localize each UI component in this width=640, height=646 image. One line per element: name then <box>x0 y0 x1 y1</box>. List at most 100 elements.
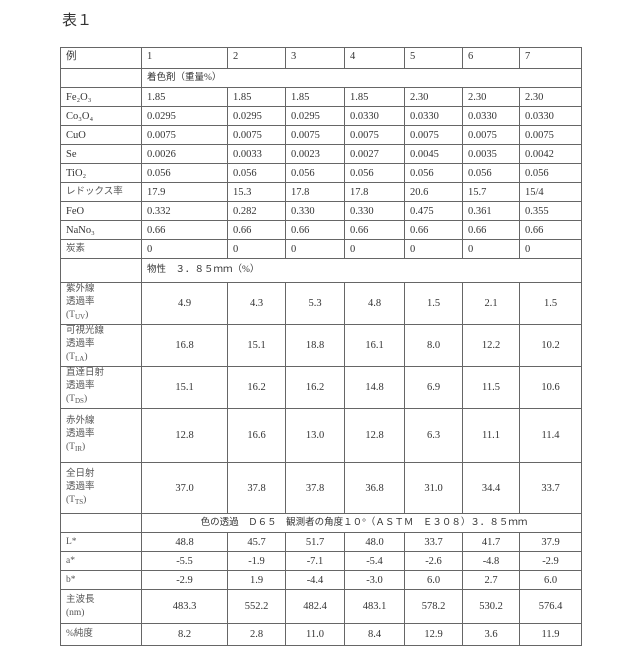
row-label: b* <box>61 571 142 590</box>
cell-value: 0.0042 <box>520 145 582 164</box>
cell-value: 0.0075 <box>286 126 345 145</box>
cell-value: 16.8 <box>142 325 228 367</box>
symbol-subscript: LA <box>75 355 84 363</box>
cell-value: 15.1 <box>228 325 286 367</box>
cell-value: 10.2 <box>520 325 582 367</box>
cell-value: 0.66 <box>286 221 345 240</box>
row-label: FeO <box>61 202 142 221</box>
cell-value: 1.85 <box>286 88 345 107</box>
colorant-row: Co₃O₄0.02950.02950.02950.03300.03300.033… <box>61 107 582 126</box>
cell-value: 33.7 <box>520 463 582 514</box>
cell-value: 0.475 <box>405 202 463 221</box>
colorant-row: Fe₂O₃1.851.851.851.852.302.302.30 <box>61 88 582 107</box>
label-symbol: (TUV) <box>66 310 88 320</box>
example-number: 2 <box>228 48 286 69</box>
cell-value: 2.8 <box>228 624 286 646</box>
label-symbol: (TDS) <box>66 394 87 404</box>
cell-value: 16.2 <box>286 367 345 409</box>
color-row: L*48.845.751.748.033.741.737.9 <box>61 533 582 552</box>
cell-value: 482.4 <box>286 590 345 624</box>
cell-value: 4.9 <box>142 283 228 325</box>
cell-value: 0.0035 <box>463 145 520 164</box>
cell-value: 0 <box>463 240 520 259</box>
color-row: b*-2.91.9-4.4-3.06.02.76.0 <box>61 571 582 590</box>
cell-value: -2.9 <box>142 571 228 590</box>
colorant-row: 炭素0000000 <box>61 240 582 259</box>
cell-value: 0.0023 <box>286 145 345 164</box>
row-label: L* <box>61 533 142 552</box>
row-label: Se <box>61 145 142 164</box>
cell-value: 0 <box>286 240 345 259</box>
cell-value: 4.8 <box>345 283 405 325</box>
label-symbol: (TIR) <box>66 442 85 452</box>
cell-value: 8.4 <box>345 624 405 646</box>
cell-value: 4.3 <box>228 283 286 325</box>
cell-value: -4.4 <box>286 571 345 590</box>
cell-value: 0.0330 <box>463 107 520 126</box>
example-number: 1 <box>142 48 228 69</box>
cell-value: 34.4 <box>463 463 520 514</box>
cell-value: 0.056 <box>463 164 520 183</box>
cell-value: -2.6 <box>405 552 463 571</box>
cell-value: 0.66 <box>228 221 286 240</box>
row-label: 可視光線透過率(TLA) <box>61 325 142 367</box>
colorant-row: FeO0.3320.2820.3300.3300.4750.3610.355 <box>61 202 582 221</box>
cell-value: 1.5 <box>520 283 582 325</box>
cell-value: 0.0295 <box>228 107 286 126</box>
row-label: 全日射透過率(TTS) <box>61 463 142 514</box>
cell-value: -5.5 <box>142 552 228 571</box>
cell-value: 11.1 <box>463 409 520 463</box>
section-title: 着色剤（重量%） <box>142 69 582 88</box>
cell-value: 2.30 <box>463 88 520 107</box>
property-row: 可視光線透過率(TLA)16.815.118.816.18.012.210.2 <box>61 325 582 367</box>
cell-value: 37.9 <box>520 533 582 552</box>
cell-value: 12.2 <box>463 325 520 367</box>
cell-value: 578.2 <box>405 590 463 624</box>
cell-value: 0.0075 <box>142 126 228 145</box>
example-number: 7 <box>520 48 582 69</box>
cell-value: 15.7 <box>463 183 520 202</box>
cell-value: 10.6 <box>520 367 582 409</box>
cell-value: 15/4 <box>520 183 582 202</box>
section-title: 色の透過 Ｄ６５ 観測者の角度１０°（ＡＳＴＭ Ｅ３０８）３．８５ｍｍ <box>142 514 582 533</box>
cell-value: 552.2 <box>228 590 286 624</box>
cell-value: 13.0 <box>286 409 345 463</box>
cell-value: 6.0 <box>405 571 463 590</box>
colorant-row: CuO0.00750.00750.00750.00750.00750.00750… <box>61 126 582 145</box>
section-blank <box>61 514 142 533</box>
cell-value: 0.0330 <box>405 107 463 126</box>
cell-value: 0.0033 <box>228 145 286 164</box>
symbol-subscript: UV <box>75 313 85 321</box>
row-label: %純度 <box>61 624 142 646</box>
cell-value: 0 <box>142 240 228 259</box>
cell-value: 0.332 <box>142 202 228 221</box>
cell-value: 0.056 <box>345 164 405 183</box>
cell-value: 6.9 <box>405 367 463 409</box>
cell-value: 0.0045 <box>405 145 463 164</box>
example-number: 6 <box>463 48 520 69</box>
label-line: 全日射 <box>66 469 95 479</box>
label-line: 可視光線 <box>66 326 104 336</box>
cell-value: 0.0075 <box>463 126 520 145</box>
row-label: 赤外線透過率(TIR) <box>61 409 142 463</box>
property-row: 全日射透過率(TTS)37.037.837.836.831.034.433.7 <box>61 463 582 514</box>
cell-value: 0.0330 <box>345 107 405 126</box>
cell-value: 15.1 <box>142 367 228 409</box>
symbol-subscript: TS <box>75 498 83 506</box>
cell-value: 37.8 <box>286 463 345 514</box>
cell-value: 12.9 <box>405 624 463 646</box>
colorant-row: レドックス率17.915.317.817.820.615.715/4 <box>61 183 582 202</box>
label-line: 透過率 <box>66 297 95 307</box>
cell-value: 33.7 <box>405 533 463 552</box>
row-label: 直達日射透過率(TDS) <box>61 367 142 409</box>
cell-value: 18.8 <box>286 325 345 367</box>
cell-value: -4.8 <box>463 552 520 571</box>
label-line: 透過率 <box>66 482 95 492</box>
cell-value: 14.8 <box>345 367 405 409</box>
cell-value: 12.8 <box>142 409 228 463</box>
cell-value: 530.2 <box>463 590 520 624</box>
cell-value: 1.5 <box>405 283 463 325</box>
row-label: a* <box>61 552 142 571</box>
cell-value: 5.3 <box>286 283 345 325</box>
cell-value: 0.056 <box>520 164 582 183</box>
